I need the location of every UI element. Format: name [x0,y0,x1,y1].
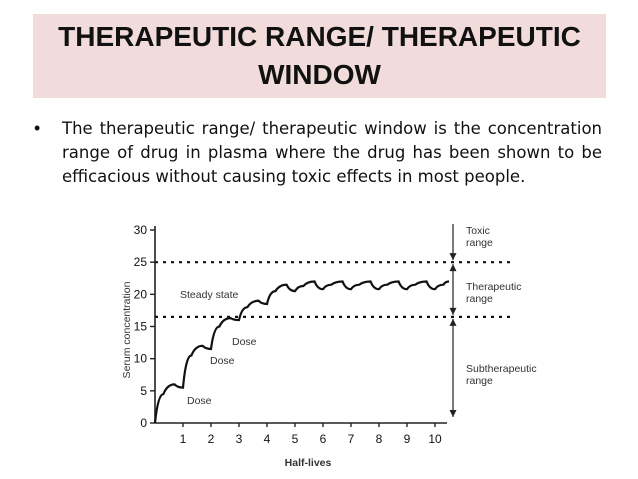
therapeutic-arrow-head-up [449,264,457,272]
subtherapeutic-arrow-head-down [449,410,457,417]
y-tick-label: 20 [134,287,148,301]
annotation-group: Steady stateDoseDoseDoseToxicrangeTherap… [180,225,537,407]
x-tick-label: 2 [208,432,215,446]
x-tick-label: 10 [428,432,442,446]
steady-state-label: Steady state [180,289,239,301]
bullet-text: The therapeutic range/ therapeutic windo… [62,119,602,186]
y-axis-label: Serum concentration [121,281,133,378]
y-tick-label: 5 [140,384,147,398]
series-group [153,280,450,424]
title-banner [33,14,606,98]
y-tick-group: 0 5 10 15 20 25 30 [134,223,155,430]
x-tick-label: 1 [180,432,187,446]
x-tick-label: 6 [320,432,327,446]
x-tick-label: 9 [404,432,411,446]
dose-label-2: Dose [210,355,235,367]
bullet-marker: • [34,118,41,138]
x-tick-label: 4 [264,432,271,446]
range-arrows [449,224,457,417]
subtherapeutic-arrow-head-up [449,318,457,326]
toxic-arrow-head [449,253,457,261]
subtherapeutic-label: Subtherapeutic [466,363,537,375]
y-tick-label: 25 [134,255,148,269]
x-tick-label: 3 [236,432,243,446]
x-axis-label: Half-lives [285,457,332,469]
therapeutic-label: Therapeutic [466,281,521,293]
slide-title: THERAPEUTIC RANGE/ THERAPEUTIC WINDOW [58,21,581,90]
y-tick-label: 15 [134,320,148,334]
toxic-label: Toxic [466,225,490,237]
x-tick-label: 7 [348,432,355,446]
therapeutic-arrow-head-down [449,307,457,315]
toxic-range-label: range [466,237,493,249]
subtherapeutic-range-label: range [466,375,493,387]
concentration-line [153,280,450,424]
x-tick-label: 8 [376,432,383,446]
y-tick-label: 10 [134,352,148,366]
therapeutic-range-label: range [466,293,493,305]
y-tick-label: 0 [140,416,147,430]
x-tick-group: 1 2 3 4 5 6 7 8 9 10 [180,423,442,446]
x-tick-label: 5 [292,432,299,446]
dose-label-1: Dose [187,395,212,407]
y-tick-label: 30 [134,223,148,237]
dose-label-3: Dose [232,336,257,348]
